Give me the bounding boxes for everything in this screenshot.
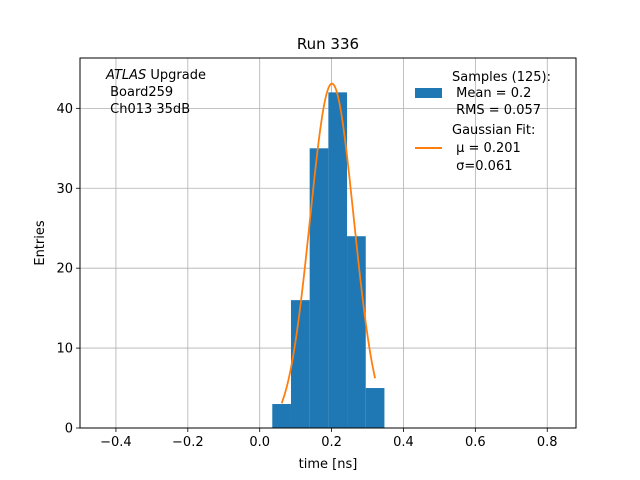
- histogram-bar: [365, 388, 385, 428]
- x-tick-label: 0.0: [249, 435, 270, 450]
- legend: Samples (125): Mean = 0.2 RMS = 0.057 Ga…: [415, 70, 551, 174]
- plot-frame: [79, 57, 577, 429]
- histogram-bar: [328, 92, 348, 428]
- y-tick-label: 30: [56, 182, 73, 197]
- gaussian-fit: [280, 82, 376, 404]
- annotation-word: Upgrade: [146, 68, 206, 83]
- x-tick-label: 0.8: [537, 435, 558, 450]
- y-tick-label: 10: [56, 342, 73, 357]
- histogram-bars: [272, 92, 385, 429]
- x-tick-label: −0.4: [100, 435, 132, 450]
- legend-rms-label: RMS = 0.057: [452, 103, 541, 118]
- annotation-board: Board259: [106, 85, 173, 100]
- chart-title: Run 336: [297, 35, 359, 53]
- x-tick-label: 0.6: [465, 435, 486, 450]
- legend-sigma-label: σ=0.061: [452, 159, 512, 174]
- x-tick-label: 0.4: [393, 435, 414, 450]
- x-axis-ticks: −0.4 −0.2 0.0 0.2 0.4 0.6 0.8: [100, 428, 558, 450]
- histogram-bar: [272, 404, 291, 428]
- legend-fit-label: Gaussian Fit:: [452, 123, 535, 138]
- annotation-italic-word: ATLAS: [105, 68, 146, 83]
- legend-samples-label: Samples (125):: [452, 70, 551, 85]
- y-axis-ticks: 0 10 20 30 40: [56, 102, 80, 437]
- x-tick-label: 0.2: [321, 435, 342, 450]
- y-tick-label: 40: [56, 102, 73, 117]
- legend-histogram-patch: [415, 88, 442, 98]
- x-axis-label: time [ns]: [299, 457, 358, 472]
- run-annotation: ATLAS Upgrade Board259 Ch013 35dB: [105, 68, 206, 117]
- legend-mean-label: Mean = 0.2: [452, 86, 531, 101]
- histogram-bar: [309, 148, 329, 429]
- x-tick-label: −0.2: [172, 435, 204, 450]
- fit-curve: [280, 82, 376, 404]
- y-tick-label: 0: [65, 422, 73, 437]
- annotation-line-1: ATLAS Upgrade: [105, 68, 206, 83]
- histogram-bar: [290, 300, 310, 428]
- y-tick-label: 20: [56, 262, 73, 277]
- histogram-bar: [347, 236, 366, 428]
- annotation-channel: Ch013 35dB: [106, 102, 190, 117]
- legend-mu-label: μ = 0.201: [452, 141, 521, 156]
- y-axis-label: Entries: [33, 220, 48, 266]
